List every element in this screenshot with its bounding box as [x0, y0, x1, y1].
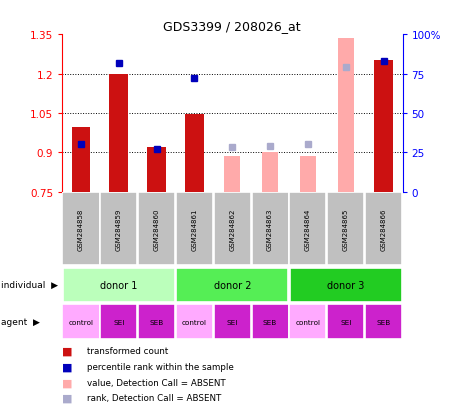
Text: individual  ▶: individual ▶ — [1, 280, 58, 290]
FancyBboxPatch shape — [213, 305, 250, 339]
FancyBboxPatch shape — [289, 193, 326, 266]
Bar — [72, 128, 90, 192]
Text: control: control — [68, 319, 93, 325]
Text: rank, Detection Call = ABSENT: rank, Detection Call = ABSENT — [87, 393, 221, 402]
Text: GSM284859: GSM284859 — [116, 208, 122, 250]
Text: SEI: SEI — [226, 319, 237, 325]
FancyBboxPatch shape — [213, 193, 250, 266]
Bar — [337, 39, 353, 192]
FancyBboxPatch shape — [62, 193, 99, 266]
FancyBboxPatch shape — [364, 305, 401, 339]
Text: GSM284861: GSM284861 — [191, 208, 197, 250]
Text: ■: ■ — [62, 362, 73, 372]
Text: SEB: SEB — [375, 319, 390, 325]
Bar — [185, 114, 203, 192]
Text: ■: ■ — [62, 393, 73, 403]
Text: donor 2: donor 2 — [213, 280, 251, 290]
Text: donor 1: donor 1 — [100, 280, 137, 290]
Text: SEI: SEI — [339, 319, 351, 325]
Text: GSM284864: GSM284864 — [304, 208, 310, 250]
FancyBboxPatch shape — [326, 193, 364, 266]
FancyBboxPatch shape — [289, 305, 326, 339]
Text: SEB: SEB — [149, 319, 163, 325]
Text: SEB: SEB — [263, 319, 277, 325]
Text: GSM284862: GSM284862 — [229, 208, 235, 250]
Text: ■: ■ — [62, 377, 73, 387]
FancyBboxPatch shape — [326, 305, 364, 339]
Bar — [109, 74, 128, 192]
Text: transformed count: transformed count — [87, 347, 168, 356]
Text: percentile rank within the sample: percentile rank within the sample — [87, 362, 234, 371]
Text: value, Detection Call = ABSENT: value, Detection Call = ABSENT — [87, 378, 226, 387]
Text: GSM284860: GSM284860 — [153, 208, 159, 250]
FancyBboxPatch shape — [175, 193, 213, 266]
FancyBboxPatch shape — [100, 193, 137, 266]
Text: control: control — [182, 319, 207, 325]
FancyBboxPatch shape — [100, 305, 137, 339]
FancyBboxPatch shape — [62, 305, 99, 339]
FancyBboxPatch shape — [251, 305, 288, 339]
Bar — [147, 147, 166, 192]
FancyBboxPatch shape — [251, 193, 288, 266]
Text: GSM284866: GSM284866 — [380, 208, 386, 250]
Text: GSM284858: GSM284858 — [78, 208, 84, 250]
Text: agent  ▶: agent ▶ — [1, 318, 40, 327]
FancyBboxPatch shape — [176, 268, 288, 302]
FancyBboxPatch shape — [62, 268, 174, 302]
Bar — [224, 157, 240, 192]
FancyBboxPatch shape — [289, 268, 401, 302]
Title: GDS3399 / 208026_at: GDS3399 / 208026_at — [163, 19, 301, 33]
Bar — [262, 153, 278, 192]
Bar — [373, 61, 392, 192]
Text: donor 3: donor 3 — [326, 280, 364, 290]
Text: GSM284863: GSM284863 — [267, 208, 273, 250]
Text: ■: ■ — [62, 346, 73, 356]
FancyBboxPatch shape — [138, 305, 175, 339]
FancyBboxPatch shape — [138, 193, 175, 266]
Bar — [299, 157, 315, 192]
Text: control: control — [295, 319, 320, 325]
Text: SEI: SEI — [113, 319, 124, 325]
Text: GSM284865: GSM284865 — [342, 208, 348, 250]
FancyBboxPatch shape — [175, 305, 213, 339]
FancyBboxPatch shape — [364, 193, 401, 266]
